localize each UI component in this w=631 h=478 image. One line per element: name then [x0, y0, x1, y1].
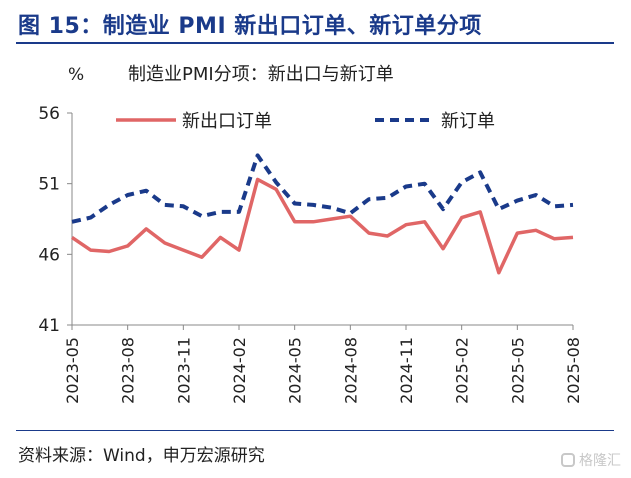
line-chart: 制造业PMI分项：新出口与新订单% 41 46 51 56 2023-05 2023-08 2… — [38, 64, 583, 404]
watermark-logo-icon — [561, 453, 575, 467]
chart-title: 制造业PMI分项：新出口与新订单 — [128, 64, 394, 85]
watermark-text: 格隆汇 — [579, 453, 621, 469]
x-tick-label: 2024-02 — [230, 337, 249, 404]
x-tick-label: 2025-08 — [564, 337, 583, 404]
figure-title: 图 15：制造业 PMI 新出口订单、新订单分项 — [18, 14, 482, 39]
legend-label-2: 新订单 — [441, 111, 495, 132]
x-tick-label: 2023-11 — [174, 337, 193, 404]
legend-label-1: 新出口订单 — [182, 111, 272, 132]
x-tick-label: 2025-05 — [508, 337, 527, 404]
y-tick-label: 51 — [38, 175, 60, 195]
x-tick-label: 2024-08 — [341, 337, 360, 404]
source-note: 资料来源：Wind，申万宏源研究 — [18, 446, 265, 466]
series-line-2 — [71, 153, 574, 224]
y-tick-label: 41 — [38, 316, 60, 336]
x-tick-label: 2024-05 — [286, 337, 305, 404]
y-axis-unit: % — [68, 65, 84, 85]
x-tick-label: 2024-11 — [397, 337, 416, 404]
title-divider — [16, 42, 614, 44]
x-tick-label: 2025-02 — [453, 337, 472, 404]
x-tick-label: 2023-08 — [119, 337, 138, 404]
y-tick-label: 56 — [38, 104, 60, 124]
watermark: 格隆汇 — [561, 450, 621, 470]
y-tick-label: 46 — [38, 245, 60, 265]
series-line-1 — [71, 177, 574, 275]
source-divider — [16, 430, 614, 431]
x-tick-label: 2023-05 — [63, 337, 82, 404]
